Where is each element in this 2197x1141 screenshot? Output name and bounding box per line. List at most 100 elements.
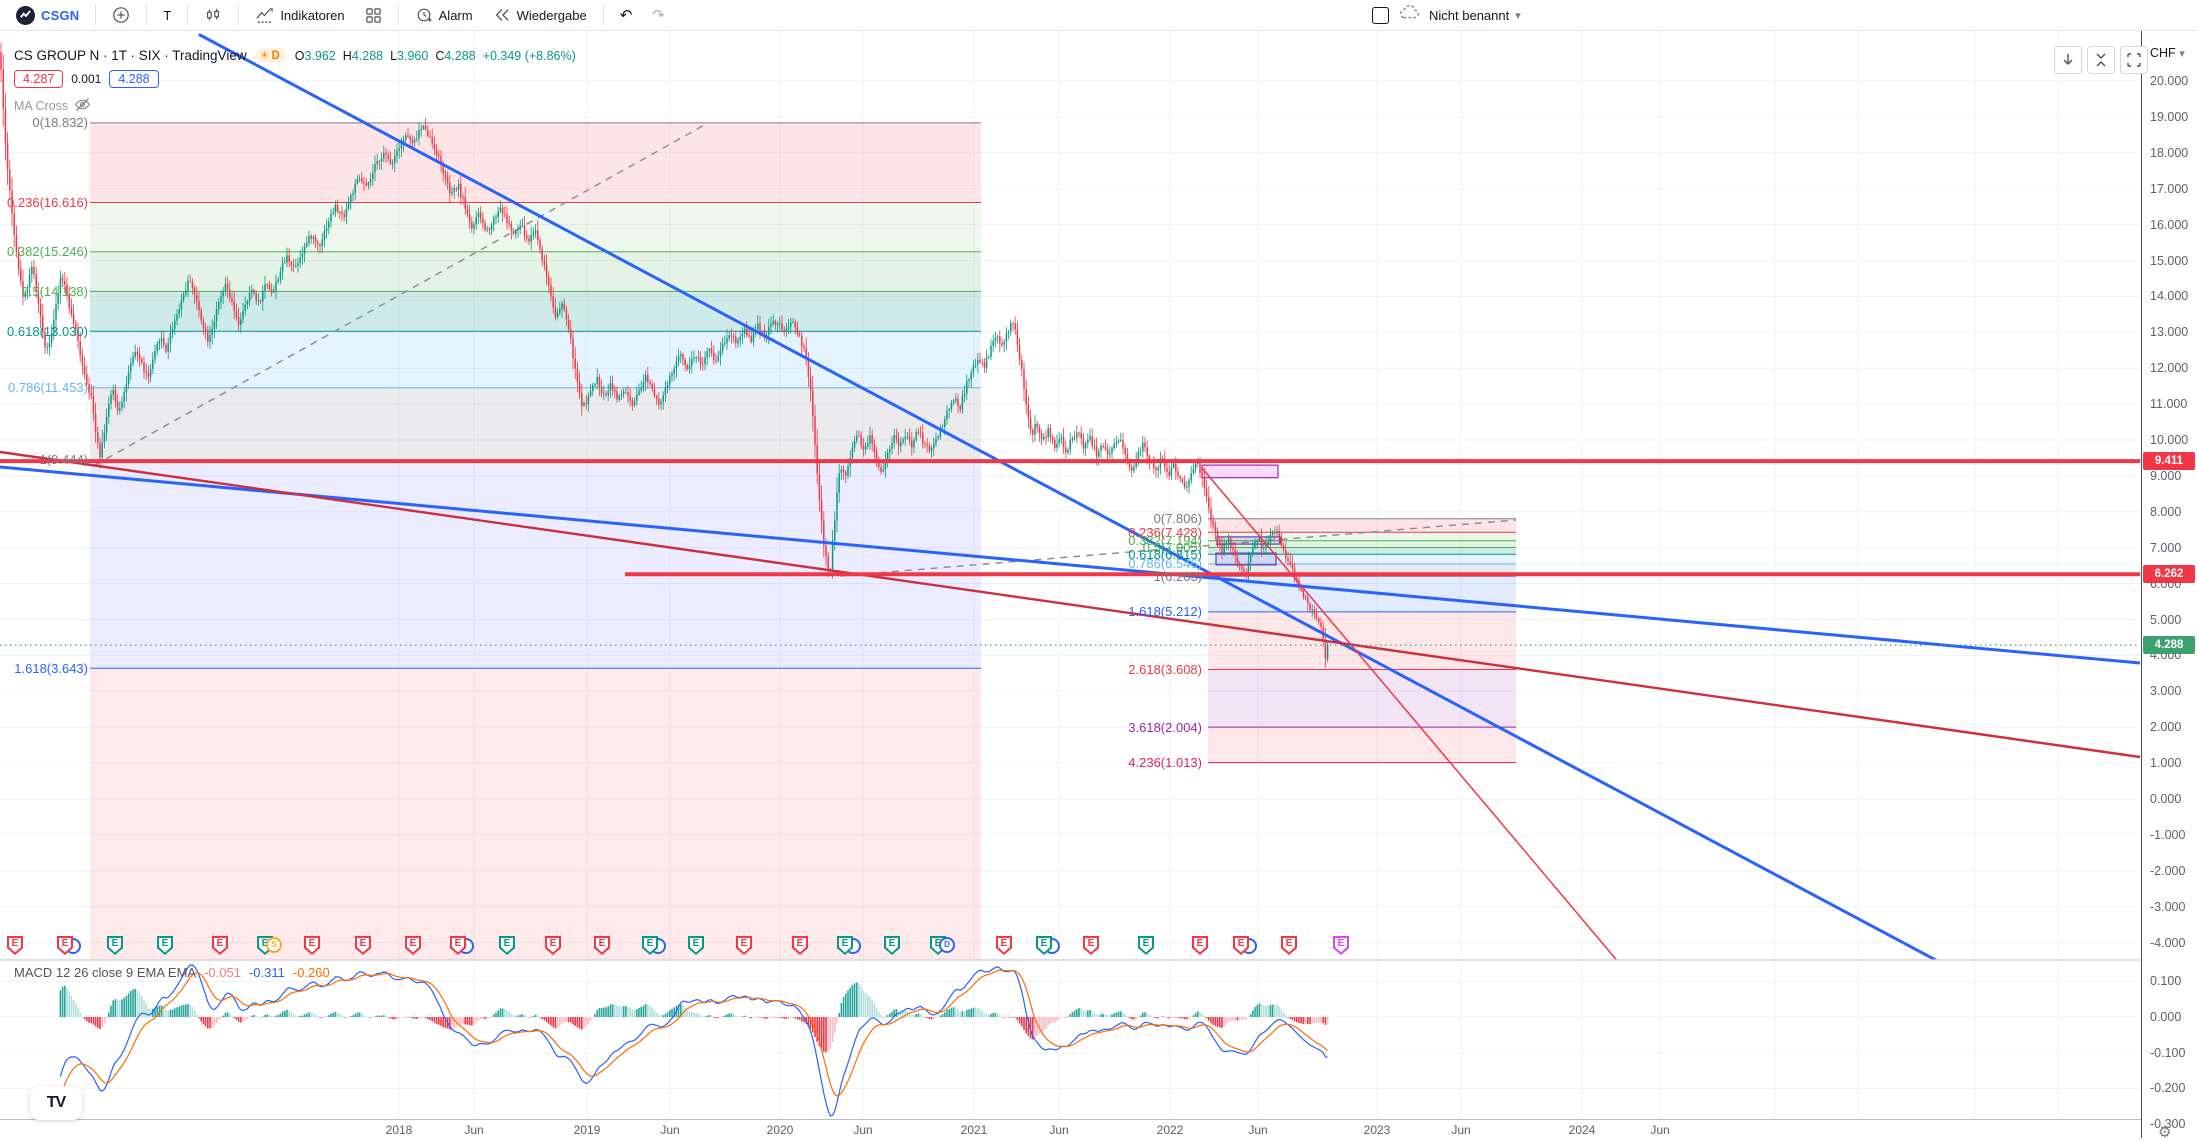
settings-gear-icon[interactable]: ⚙ xyxy=(2158,1124,2172,1141)
time-axis-label: 2021 xyxy=(960,1123,988,1137)
alarm-button[interactable]: Alarm xyxy=(407,4,481,26)
chart-type-button[interactable] xyxy=(196,4,230,26)
time-axis-label: Jun xyxy=(660,1123,680,1137)
price-badge: 4.288 xyxy=(2143,636,2195,655)
redo-button[interactable]: ↷ xyxy=(652,7,665,24)
macd-axis-label: 0.100 xyxy=(2150,974,2182,989)
interval-button[interactable]: T xyxy=(163,7,172,23)
symbol-logo-icon xyxy=(16,5,35,25)
toolbar-separator xyxy=(397,5,399,25)
spread-value: 0.001 xyxy=(71,72,102,86)
cloud-icon xyxy=(1397,4,1421,25)
time-axis[interactable]: 2018 Jun 2019 Jun 2020 Jun 2021 Jun 2022 Jun 2023 J… xyxy=(0,1119,2141,1139)
earnings-marker[interactable]: E xyxy=(7,936,24,956)
earnings-marker[interactable]: E xyxy=(405,936,422,956)
horizontal-price-lines[interactable] xyxy=(0,459,2140,646)
fullscreen-button[interactable] xyxy=(2120,46,2148,74)
earnings-marker[interactable]: E xyxy=(1192,936,1209,956)
replay-icon xyxy=(493,7,511,23)
earnings-marker[interactable]: E xyxy=(107,936,124,956)
fib-level-label: 0.618(6.815) xyxy=(1128,546,1202,562)
earnings-marker[interactable]: E xyxy=(996,936,1013,956)
earnings-marker[interactable]: E xyxy=(736,936,753,956)
dashed-trend-lines[interactable] xyxy=(94,122,1517,577)
price-axis-label: 18.000 xyxy=(2150,145,2189,160)
eye-off-icon[interactable] xyxy=(74,97,91,115)
indicators-button[interactable]: Indikatoren xyxy=(247,5,352,26)
time-axis-label: Jun xyxy=(1451,1123,1471,1137)
earnings-marker[interactable]: E xyxy=(1233,936,1257,956)
time-axis-label: Jun xyxy=(464,1123,484,1137)
fib-level-label: 3.618(2.004) xyxy=(1128,719,1202,735)
price-axis[interactable]: CHF ▾ 20.000 19.000 18.000 17.000 16.000 15.0… xyxy=(2141,30,2197,1141)
fib-level-label: 0.5(7.005) xyxy=(1142,540,1202,556)
scroll-to-latest-button[interactable] xyxy=(2054,46,2082,74)
fib-level-label: 1(6.203) xyxy=(1153,568,1202,584)
currency-selector[interactable]: CHF ▾ xyxy=(2150,46,2185,60)
time-axis-label: 2023 xyxy=(1363,1123,1391,1137)
earnings-marker[interactable]: E xyxy=(1036,936,1060,956)
price-axis-label: 0.000 xyxy=(2150,792,2182,806)
earnings-marker[interactable]: E xyxy=(688,936,705,956)
fib-level-label: 0.618(13.030) xyxy=(7,323,88,339)
macd-hist-value: -0.051 xyxy=(204,965,241,980)
earnings-marker[interactable]: E xyxy=(1281,936,1298,956)
earnings-marker[interactable]: E xyxy=(499,936,516,956)
fib-level-label: 0.236(7.428) xyxy=(1128,524,1202,540)
trend-lines[interactable] xyxy=(0,33,2140,970)
toolbar-separator xyxy=(95,5,97,25)
earnings-marker[interactable]: E xyxy=(642,936,666,956)
macd-indicator xyxy=(59,964,1329,1117)
sell-price-button[interactable]: 4.287 xyxy=(14,70,64,88)
earnings-marker[interactable]: E xyxy=(594,936,611,956)
price-axis-label: 14.000 xyxy=(2150,289,2189,304)
earnings-marker[interactable]: E xyxy=(304,936,321,956)
fib-level-label: 0.236(16.616) xyxy=(7,194,88,210)
sun-icon: ☀ xyxy=(259,50,270,62)
chart-legend: CS GROUP N · 1T · SIX · TradingView ☀ D … xyxy=(14,48,576,115)
layout-grid-button[interactable] xyxy=(357,5,390,26)
price-axis-label: 12.000 xyxy=(2150,361,2189,376)
tradingview-logo[interactable]: TV xyxy=(30,1086,82,1120)
grid-lines xyxy=(0,31,2140,1125)
layout-name-button[interactable]: Nicht benannt ▾ xyxy=(1429,8,1521,23)
replay-label: Wiedergabe xyxy=(516,7,587,23)
delayed-data-badge[interactable]: ☀ D xyxy=(254,48,287,63)
earnings-marker[interactable]: E xyxy=(884,936,901,956)
earnings-marker[interactable]: E xyxy=(792,936,809,956)
price-axis-label: 7.000 xyxy=(2150,540,2182,555)
time-axis-label: Jun xyxy=(853,1123,873,1137)
earnings-marker[interactable]: E xyxy=(355,936,372,956)
earnings-marker[interactable]: E xyxy=(837,936,861,956)
collapse-pane-button[interactable] xyxy=(2087,46,2115,74)
macd-title[interactable]: MACD 12 26 close 9 EMA EMA xyxy=(14,965,197,980)
buy-price-button[interactable]: 4.288 xyxy=(109,70,159,88)
symbol-title[interactable]: CS GROUP N · 1T · SIX · TradingView xyxy=(14,48,247,63)
replay-button[interactable]: Wiedergabe xyxy=(485,5,595,25)
symbol-button[interactable]: CSGN xyxy=(8,4,87,27)
earnings-marker[interactable]: E xyxy=(157,936,174,956)
price-axis-label: 10.000 xyxy=(2150,433,2189,447)
undo-button[interactable]: ↶ xyxy=(619,7,633,24)
time-axis-label: Jun xyxy=(1049,1123,1069,1137)
earnings-marker[interactable]: E xyxy=(57,936,81,956)
compare-add-button[interactable] xyxy=(104,4,138,26)
earnings-marker[interactable]: E xyxy=(545,936,562,956)
macd-axis-label: -0.100 xyxy=(2150,1045,2186,1060)
macd-line-value: -0.311 xyxy=(248,965,285,980)
earnings-marker[interactable]: E xyxy=(1138,936,1155,956)
earnings-marker[interactable]: E xyxy=(212,936,229,956)
earnings-marker[interactable]: E xyxy=(1083,936,1100,956)
price-range-boxes[interactable] xyxy=(1201,464,1281,566)
change-value: +0.349 (+8.86%) xyxy=(482,48,576,63)
ma-cross-label[interactable]: MA Cross xyxy=(14,99,69,113)
earnings-marker[interactable]: E xyxy=(1333,936,1350,956)
time-axis-label: 2018 xyxy=(385,1123,413,1137)
earnings-marker[interactable]: E xyxy=(450,936,474,956)
time-axis-label: 2024 xyxy=(1568,1123,1596,1137)
layout-name-label: Nicht benannt xyxy=(1429,7,1510,23)
save-layout-button[interactable] xyxy=(1372,6,1389,24)
